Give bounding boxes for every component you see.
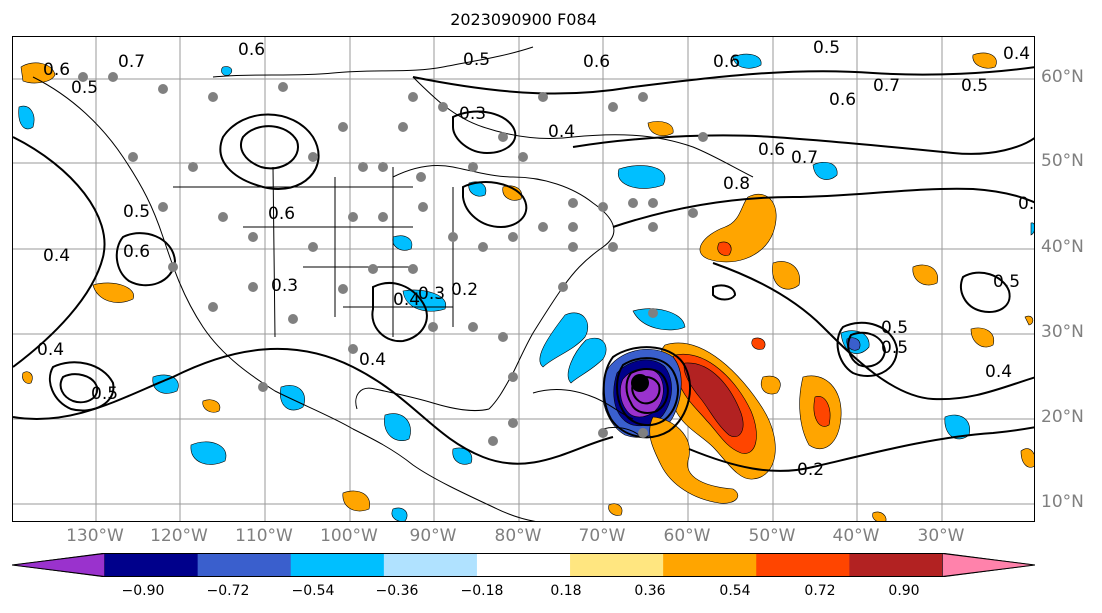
contour-label: 0.6 xyxy=(758,140,785,160)
contour-label: 0.4 xyxy=(1018,194,1035,214)
lon-label: 60°W xyxy=(663,526,711,546)
contour-label-group: 0.6 0.7 0.6 0.5 0.5 0.6 0.6 0.5 0.4 0.5 … xyxy=(37,38,1035,480)
contour-label: 0.5 xyxy=(71,78,98,98)
colorbar-bin xyxy=(476,553,571,577)
colorbar-tick-label: 0.90 xyxy=(888,583,920,599)
contour-label: 0.6 xyxy=(829,90,856,110)
colorbar-under-extension xyxy=(12,553,105,577)
colorbar-tick-label: 0.54 xyxy=(719,583,751,599)
map-title: 2023090900 F084 xyxy=(450,10,597,29)
contour-label: 0.5 xyxy=(881,338,908,358)
contour-label: 0.7 xyxy=(791,148,818,168)
colorbar-tick-label: −0.36 xyxy=(375,583,419,599)
contour-label: 0.6 xyxy=(123,242,150,262)
contour-label: 0.3 xyxy=(418,284,445,304)
colorbar-bin xyxy=(197,553,292,577)
lon-label: 50°W xyxy=(748,526,796,546)
contour-label: 0.4 xyxy=(985,362,1012,382)
lat-label: 60°N xyxy=(1041,67,1084,87)
map-panel[interactable]: 0.6 0.7 0.6 0.5 0.5 0.6 0.6 0.5 0.4 0.5 … xyxy=(12,36,1035,522)
colorbar-bin xyxy=(849,553,943,577)
contour-label: 0.4 xyxy=(393,290,420,310)
colorbar-bin xyxy=(383,553,478,577)
colorbar-tick-label: −0.90 xyxy=(121,583,165,599)
lon-label: 130°W xyxy=(66,526,124,546)
colorbar-bin xyxy=(290,553,385,577)
colorbar-tick-label: 0.72 xyxy=(804,583,836,599)
contour-label: 0.4 xyxy=(1003,44,1030,64)
contour-label: 0.4 xyxy=(359,350,386,370)
contour-label: 0.5 xyxy=(961,76,988,96)
map-canvas: 0.6 0.7 0.6 0.5 0.5 0.6 0.6 0.5 0.4 0.5 … xyxy=(13,37,1035,521)
storm-center-marker xyxy=(631,374,649,392)
contour-label: 0.7 xyxy=(873,76,900,96)
contour-lines xyxy=(13,66,1034,472)
contour-label: 0.5 xyxy=(881,318,908,338)
colorbar xyxy=(12,553,1035,577)
contour-label: 0.5 xyxy=(123,202,150,222)
colorbar-over-extension xyxy=(942,553,1035,577)
lon-label: 120°W xyxy=(150,526,208,546)
lat-label: 40°N xyxy=(1041,237,1084,257)
lon-label: 80°W xyxy=(494,526,542,546)
contour-label: 0.4 xyxy=(43,246,70,266)
contour-label: 0.5 xyxy=(91,384,118,404)
contour-label: 0.3 xyxy=(271,276,298,296)
contour-label: 0.3 xyxy=(459,104,486,124)
contour-label: 0.6 xyxy=(238,40,265,60)
lat-label: 10°N xyxy=(1041,492,1084,512)
lon-label: 110°W xyxy=(235,526,293,546)
lon-label: 30°W xyxy=(917,526,965,546)
lon-label: 40°W xyxy=(832,526,880,546)
colorbar-tick-label: 0.36 xyxy=(634,583,666,599)
colorbar-outline xyxy=(12,553,1035,577)
colorbar-tick-label: −0.72 xyxy=(206,583,250,599)
colorbar-tick-label: −0.18 xyxy=(460,583,504,599)
lon-label: 70°W xyxy=(578,526,626,546)
contour-label: 0.6 xyxy=(713,52,740,72)
contour-label: 0.4 xyxy=(37,340,64,360)
contour-label: 0.6 xyxy=(583,52,610,72)
contour-label: 0.6 xyxy=(43,60,70,80)
contour-label: 0.7 xyxy=(118,52,145,72)
lat-label: 20°N xyxy=(1041,407,1084,427)
colorbar-bin xyxy=(663,553,757,577)
contour-label: 0.4 xyxy=(548,122,575,142)
lon-label: 100°W xyxy=(320,526,378,546)
lat-label: 50°N xyxy=(1041,151,1084,171)
contour-label: 0.8 xyxy=(723,174,750,194)
colorbar-tick-label: 0.18 xyxy=(550,583,582,599)
colorbar-bin xyxy=(756,553,850,577)
contour-label: 0.6 xyxy=(268,204,295,224)
colorbar-tick-label: −0.54 xyxy=(291,583,335,599)
station-markers xyxy=(78,72,708,446)
contour-label: 0.5 xyxy=(993,272,1020,292)
colorbar-bin xyxy=(570,553,664,577)
lat-label: 30°N xyxy=(1041,322,1084,342)
contour-label: 0.5 xyxy=(463,50,490,70)
contour-label: 0.2 xyxy=(797,460,824,480)
lon-label: 90°W xyxy=(409,526,457,546)
contour-label: 0.2 xyxy=(451,280,478,300)
colorbar-bin xyxy=(104,553,199,577)
contour-label: 0.5 xyxy=(813,38,840,58)
